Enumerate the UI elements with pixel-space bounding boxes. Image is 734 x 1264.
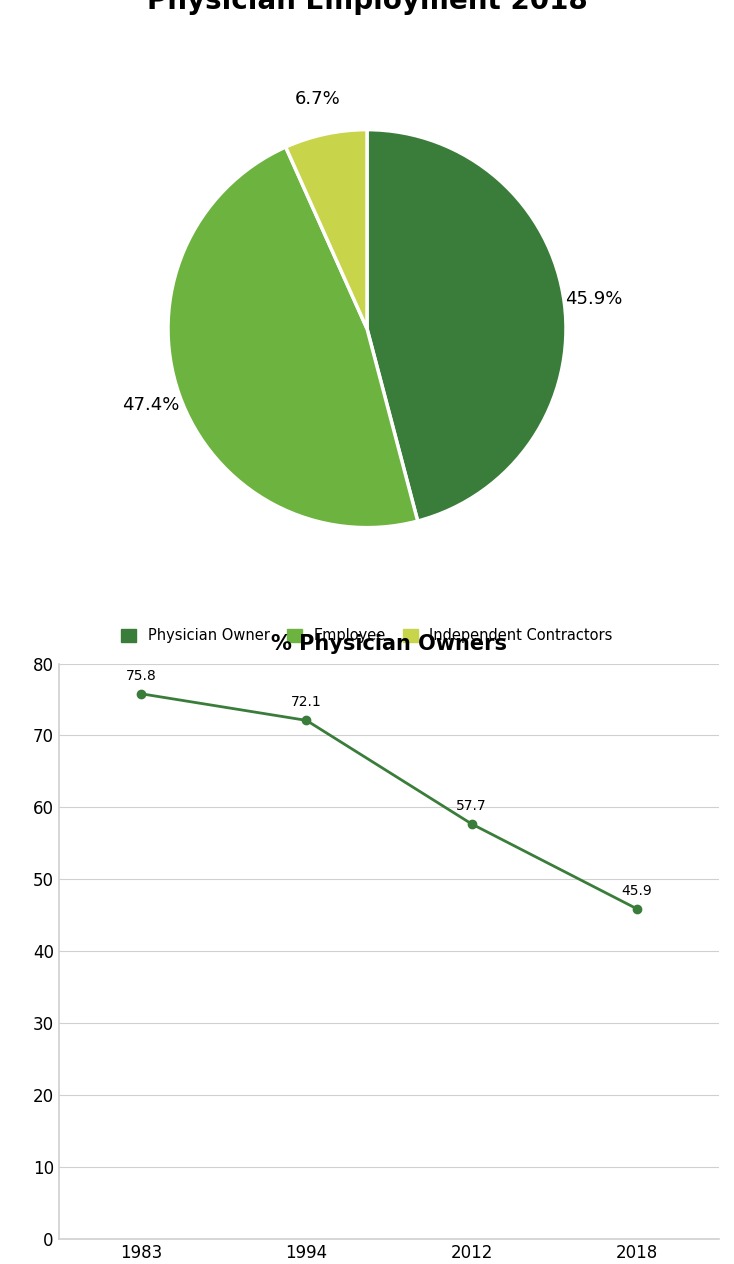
Text: 72.1: 72.1 xyxy=(291,695,321,709)
Text: 47.4%: 47.4% xyxy=(123,396,180,413)
% Physician Owners xyxy=(137,686,145,702)
Text: 6.7%: 6.7% xyxy=(295,90,341,107)
% Physician Owners xyxy=(302,713,310,728)
Text: 45.9: 45.9 xyxy=(622,884,652,897)
Line: % Physician Owners: % Physician Owners xyxy=(137,690,641,913)
% Physician Owners xyxy=(632,901,641,916)
Legend: Physician Owner, Employee, Independent Contractors: Physician Owner, Employee, Independent C… xyxy=(115,622,619,648)
Wedge shape xyxy=(367,130,566,521)
% Physician Owners xyxy=(467,817,476,832)
Wedge shape xyxy=(168,147,418,527)
Title: Physician Employment 2018: Physician Employment 2018 xyxy=(147,0,587,15)
Wedge shape xyxy=(286,130,367,329)
Text: 57.7: 57.7 xyxy=(457,799,487,813)
Text: 75.8: 75.8 xyxy=(126,669,156,683)
Title: % Physician Owners: % Physician Owners xyxy=(271,633,507,653)
Text: 45.9%: 45.9% xyxy=(565,291,622,308)
